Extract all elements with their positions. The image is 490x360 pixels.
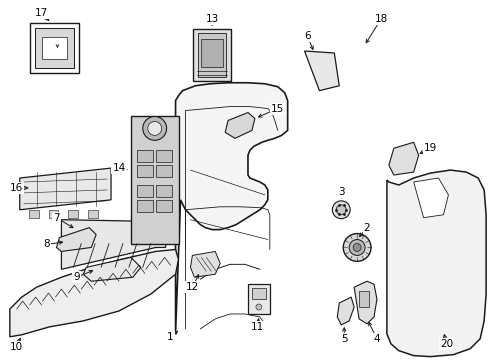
Polygon shape: [30, 23, 79, 73]
Text: 13: 13: [206, 14, 219, 24]
Polygon shape: [175, 83, 288, 334]
Text: 14: 14: [112, 163, 125, 173]
Text: 17: 17: [35, 8, 48, 18]
Text: 5: 5: [341, 334, 347, 344]
Polygon shape: [29, 210, 39, 218]
Circle shape: [332, 201, 350, 219]
Text: 1: 1: [167, 332, 174, 342]
Text: 16: 16: [10, 183, 24, 193]
Text: 12: 12: [186, 282, 199, 292]
Polygon shape: [387, 170, 486, 357]
Circle shape: [349, 239, 365, 255]
Polygon shape: [337, 297, 354, 325]
Polygon shape: [156, 165, 171, 177]
Text: 2: 2: [364, 222, 370, 233]
Polygon shape: [35, 28, 74, 68]
Text: 6: 6: [304, 31, 311, 41]
Polygon shape: [56, 228, 96, 251]
Text: 18: 18: [374, 14, 388, 24]
Polygon shape: [131, 116, 178, 244]
Text: 10: 10: [10, 342, 24, 352]
Polygon shape: [248, 284, 270, 314]
Text: 19: 19: [424, 143, 437, 153]
Polygon shape: [42, 37, 68, 59]
Polygon shape: [305, 51, 339, 91]
Polygon shape: [83, 257, 141, 281]
Polygon shape: [69, 210, 78, 218]
Text: 9: 9: [73, 272, 79, 282]
Text: 20: 20: [440, 339, 453, 349]
Polygon shape: [156, 150, 171, 162]
Circle shape: [343, 234, 371, 261]
Polygon shape: [389, 142, 418, 175]
Polygon shape: [414, 178, 448, 218]
Polygon shape: [88, 210, 98, 218]
Circle shape: [256, 304, 262, 310]
Polygon shape: [252, 288, 266, 299]
Polygon shape: [225, 113, 255, 138]
Polygon shape: [137, 165, 153, 177]
Circle shape: [336, 205, 346, 215]
Polygon shape: [61, 220, 166, 269]
Text: 8: 8: [43, 239, 50, 249]
Polygon shape: [137, 185, 153, 197]
Text: 15: 15: [271, 104, 284, 113]
Text: 4: 4: [374, 334, 380, 344]
Polygon shape: [156, 185, 171, 197]
Polygon shape: [156, 200, 171, 212]
Text: 11: 11: [251, 322, 265, 332]
Circle shape: [353, 243, 361, 251]
Polygon shape: [198, 33, 226, 77]
Polygon shape: [49, 210, 58, 218]
Circle shape: [148, 121, 162, 135]
Polygon shape: [137, 150, 153, 162]
Circle shape: [143, 117, 167, 140]
Text: 3: 3: [338, 187, 344, 197]
Polygon shape: [194, 29, 231, 81]
Polygon shape: [201, 39, 223, 67]
Polygon shape: [137, 200, 153, 212]
Polygon shape: [354, 281, 377, 324]
Text: 7: 7: [53, 213, 60, 223]
Polygon shape: [20, 168, 111, 210]
Polygon shape: [359, 291, 369, 307]
Polygon shape: [191, 251, 220, 277]
Polygon shape: [10, 249, 178, 337]
